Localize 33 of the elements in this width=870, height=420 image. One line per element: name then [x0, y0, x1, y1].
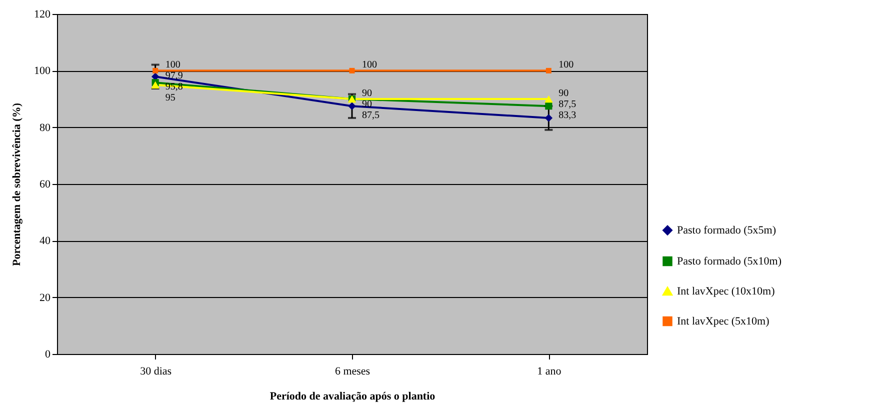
y-tick-label: 120	[34, 8, 51, 20]
y-tick-label: 40	[40, 235, 51, 248]
data-label: 90	[362, 88, 372, 99]
point	[151, 72, 160, 80]
legend-label: Pasto formado (5x5m)	[677, 224, 776, 236]
y-tick-label: 0	[45, 348, 51, 360]
point	[348, 102, 356, 110]
point	[545, 102, 552, 110]
legend-label: Pasto formado (5x10m)	[677, 255, 782, 268]
data-label: 100	[558, 60, 574, 71]
point	[544, 95, 553, 103]
x-axis-title: Período de avaliação após o plantio	[270, 390, 436, 402]
y-tick-label: 20	[40, 292, 51, 304]
data-label: 87,5	[362, 110, 380, 121]
legend-label: Int lavXpec (10x10m)	[677, 285, 776, 298]
y-tick-label: 100	[34, 65, 51, 78]
y-tick-label: 80	[40, 122, 51, 134]
x-tick-label: 6 meses	[334, 366, 370, 378]
y-axis-title: Porcentagem de sobrevivência (%)	[11, 102, 23, 266]
data-label: 100	[165, 60, 180, 71]
point	[546, 68, 552, 74]
y-tick-label: 60	[40, 178, 51, 190]
point	[349, 68, 355, 74]
point	[152, 68, 158, 74]
data-label: 90	[558, 88, 569, 99]
point	[544, 114, 553, 122]
x-tick-label: 30 dias	[140, 366, 172, 378]
data-label: 87,5	[558, 99, 576, 110]
data-label: 95	[165, 92, 176, 104]
data-label: 100	[362, 60, 377, 71]
legend-label: Int lavXpec (5x10m)	[677, 315, 770, 328]
x-tick-label: 1 ano	[537, 366, 562, 378]
data-label: 83,3	[558, 110, 576, 121]
